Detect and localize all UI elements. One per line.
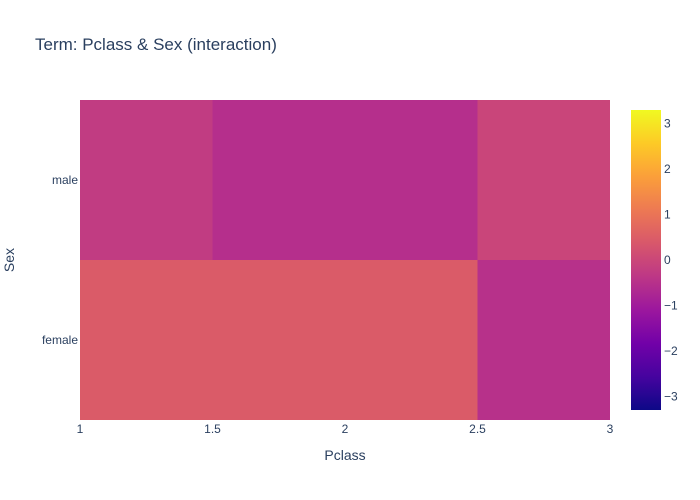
x-axis-ticks: 1 1.5 2 2.5 3 [77,422,614,436]
x-axis-title: Pclass [324,447,365,463]
y-axis-title: Sex [1,248,17,272]
colorbar-tick-label: −1 [664,298,678,312]
y-axis-ticks: female male [42,173,78,347]
x-tick-label: 3 [607,422,614,436]
y-tick-label: male [52,173,78,187]
colorbar-tick-label: 2 [664,162,671,176]
x-tick-label: 1 [77,422,84,436]
heatmap-cells [80,100,610,420]
colorbar-tick-label: 1 [664,208,671,222]
heatmap-cell-female-2 [477,260,610,420]
chart-title: Term: Pclass & Sex (interaction) [35,35,277,54]
colorbar-ticks: 3 2 1 0 −1 −2 −3 [664,117,678,404]
colorbar-tick-label: 3 [664,117,671,131]
x-tick-label: 2 [342,422,349,436]
colorbar [631,110,661,410]
y-tick-label: female [42,333,78,347]
colorbar-tick-label: −3 [664,389,678,403]
heatmap-cell-male-0 [80,100,213,260]
x-tick-label: 1.5 [204,422,221,436]
x-tick-label: 2.5 [469,422,486,436]
colorbar-tick-label: −2 [664,344,678,358]
colorbar-tick-label: 0 [664,253,671,267]
heatmap-cell-male-2 [477,100,610,260]
heatmap-cell-female-0 [80,260,213,420]
heatmap-cell-female-1 [212,260,478,420]
heatmap-cell-male-1 [212,100,478,260]
